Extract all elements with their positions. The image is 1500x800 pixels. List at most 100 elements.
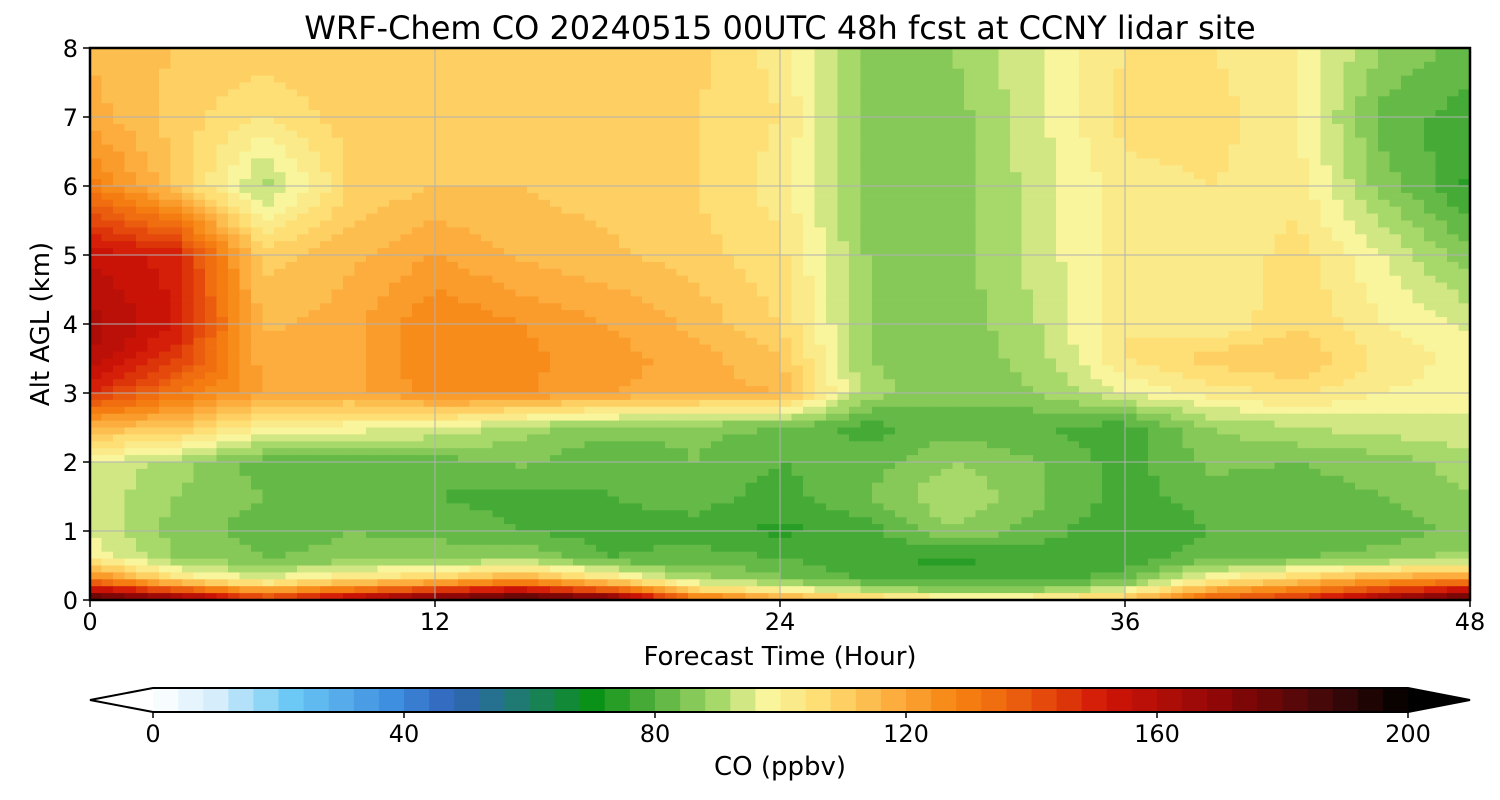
heatmap-cell: [101, 220, 114, 228]
heatmap-cell: [377, 123, 390, 132]
heatmap-cell: [1228, 213, 1241, 222]
heatmap-cell: [1401, 123, 1414, 132]
heatmap-cell: [216, 213, 229, 222]
heatmap-cell: [1033, 213, 1046, 222]
heatmap-cell: [1286, 123, 1299, 132]
heatmap-cell: [331, 61, 344, 70]
heatmap-cell: [1355, 206, 1368, 215]
heatmap-cell: [918, 61, 931, 70]
heatmap-cell: [1044, 48, 1057, 56]
heatmap-cell: [665, 82, 678, 90]
heatmap-cell: [251, 199, 264, 208]
heatmap-cell: [826, 199, 839, 208]
heatmap-cell: [492, 103, 505, 111]
heatmap-cell: [1320, 89, 1333, 97]
heatmap-cell: [1079, 310, 1092, 318]
heatmap-cell: [446, 227, 459, 235]
heatmap-cell: [205, 165, 218, 173]
heatmap-cell: [722, 68, 735, 77]
heatmap-cell: [193, 144, 206, 153]
heatmap-cell: [1033, 48, 1046, 56]
heatmap-cell: [814, 89, 827, 97]
heatmap-cell: [297, 255, 310, 263]
heatmap-cell: [1286, 248, 1299, 256]
heatmap-cell: [228, 261, 241, 270]
heatmap-cell: [1067, 261, 1080, 270]
heatmap-cell: [147, 103, 160, 111]
heatmap-cell: [1424, 255, 1437, 263]
heatmap-cell: [1332, 172, 1345, 180]
heatmap-cell: [550, 144, 563, 153]
heatmap-cell: [1251, 172, 1264, 180]
heatmap-cell: [1320, 130, 1333, 139]
heatmap-cell: [1079, 282, 1092, 291]
heatmap-cell: [504, 248, 517, 256]
heatmap-cell: [446, 75, 459, 84]
heatmap-cell: [1366, 68, 1379, 77]
heatmap-cell: [918, 310, 931, 318]
heatmap-cell: [90, 61, 103, 70]
heatmap-cell: [124, 186, 137, 194]
heatmap-cell: [101, 213, 114, 222]
heatmap-cell: [251, 248, 264, 256]
heatmap-cell: [1286, 303, 1299, 311]
heatmap-cell: [1366, 192, 1379, 201]
heatmap-cell: [1079, 213, 1092, 222]
heatmap-cell: [366, 48, 379, 56]
heatmap-cell: [1136, 110, 1149, 118]
heatmap-cell: [1424, 206, 1437, 215]
heatmap-cell: [642, 255, 655, 263]
heatmap-cell: [469, 103, 482, 111]
heatmap-cell: [1217, 48, 1230, 56]
heatmap-cell: [1171, 234, 1184, 242]
heatmap-cell: [412, 213, 425, 222]
heatmap-cell: [504, 234, 517, 242]
heatmap-cell: [883, 213, 896, 222]
heatmap-cell: [734, 241, 747, 249]
heatmap-cell: [239, 248, 252, 256]
heatmap-cell: [1435, 255, 1448, 263]
heatmap-cell: [1102, 172, 1115, 180]
heatmap-cell: [274, 330, 287, 339]
heatmap-cell: [1136, 172, 1149, 180]
heatmap-cell: [1182, 268, 1195, 277]
heatmap-cell: [193, 186, 206, 194]
heatmap-cell: [1412, 158, 1425, 166]
heatmap-cell: [1435, 296, 1448, 304]
heatmap-cell: [699, 206, 712, 215]
heatmap-cell: [377, 296, 390, 304]
heatmap-cell: [1332, 75, 1345, 84]
heatmap-cell: [780, 220, 793, 228]
heatmap-cell: [1079, 303, 1092, 311]
heatmap-cell: [331, 268, 344, 277]
heatmap-cell: [423, 117, 436, 125]
heatmap-cell: [377, 310, 390, 318]
heatmap-cell: [653, 123, 666, 132]
heatmap-cell: [354, 261, 367, 270]
heatmap-cell: [182, 310, 195, 318]
heatmap-cell: [665, 144, 678, 153]
heatmap-cell: [837, 330, 850, 339]
heatmap-cell: [757, 123, 770, 132]
heatmap-cell: [987, 241, 1000, 249]
heatmap-cell: [170, 199, 183, 208]
heatmap-cell: [423, 103, 436, 111]
heatmap-cell: [1182, 192, 1195, 201]
heatmap-cell: [1412, 130, 1425, 139]
heatmap-cell: [653, 165, 666, 173]
heatmap-cell: [699, 151, 712, 159]
heatmap-cell: [550, 248, 563, 256]
heatmap-cell: [1435, 68, 1448, 77]
heatmap-cell: [584, 330, 597, 339]
heatmap-cell: [596, 282, 609, 291]
heatmap-cell: [101, 144, 114, 153]
heatmap-cell: [423, 248, 436, 256]
heatmap-cell: [998, 137, 1011, 146]
heatmap-cell: [987, 96, 1000, 104]
heatmap-cell: [458, 234, 471, 242]
heatmap-cell: [607, 227, 620, 235]
heatmap-cell: [1056, 68, 1069, 77]
heatmap-cell: [458, 199, 471, 208]
heatmap-cell: [550, 158, 563, 166]
heatmap-cell: [515, 296, 528, 304]
